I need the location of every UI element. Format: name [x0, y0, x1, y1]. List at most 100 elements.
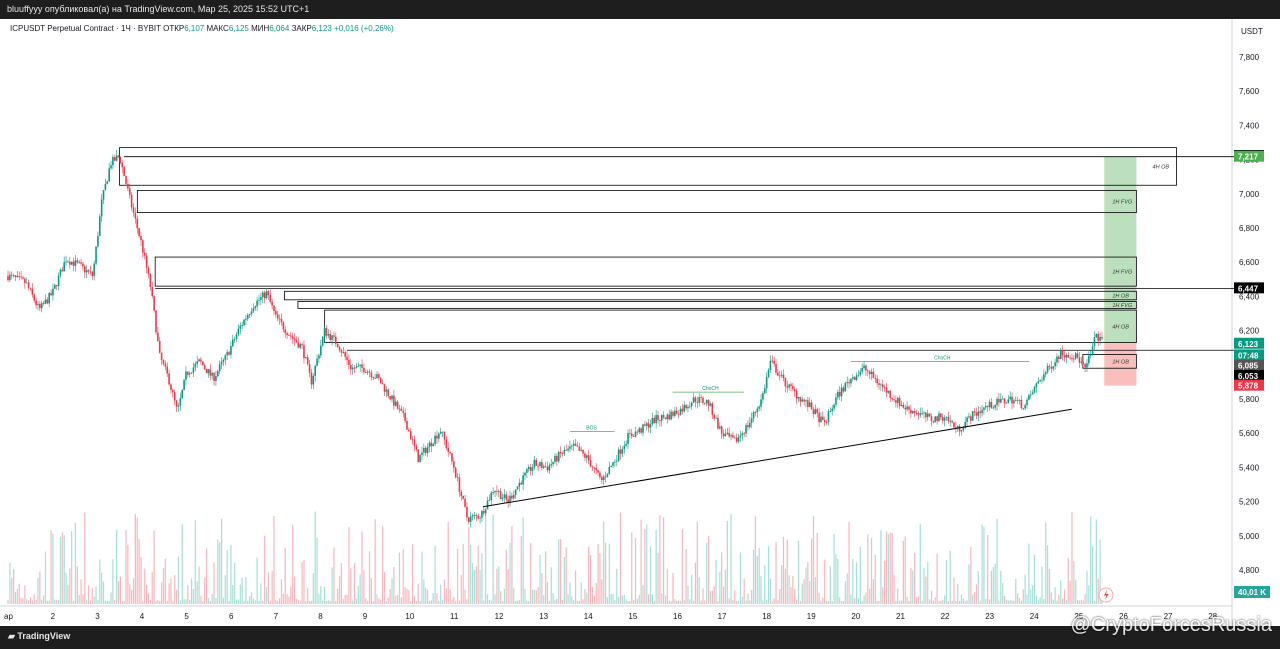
candle-body — [462, 495, 464, 499]
candle-body — [40, 303, 43, 309]
volume-bar — [1009, 600, 1011, 604]
candle-body — [235, 334, 238, 339]
candle-body — [516, 486, 519, 490]
volume-bar — [492, 514, 494, 604]
candle-body — [503, 494, 506, 498]
volume-bar — [402, 549, 404, 604]
volume-bar — [337, 588, 339, 604]
volume-bar — [951, 600, 953, 604]
candle-body — [870, 371, 873, 375]
volume-bar — [657, 552, 659, 604]
volume-bar — [305, 600, 307, 604]
volume-bar — [262, 600, 264, 604]
volume-bar — [580, 582, 582, 604]
volume-bar — [86, 600, 88, 604]
volume-bar — [507, 569, 509, 604]
volume-bar — [692, 600, 695, 604]
volume-bar — [634, 537, 637, 604]
candle-body — [188, 373, 191, 375]
candle-body — [527, 466, 530, 470]
candle-body — [335, 336, 337, 344]
candle-body — [769, 360, 772, 370]
candle-body — [552, 461, 554, 465]
candle-body — [248, 313, 251, 316]
volume-bar — [438, 600, 440, 604]
candle-body — [1031, 392, 1034, 395]
volume-bar — [546, 582, 549, 604]
tradingview-logo[interactable]: ▰ TradingView — [8, 631, 70, 642]
volume-bar — [1056, 600, 1058, 604]
volume-bar — [9, 562, 11, 604]
candle-body — [351, 367, 354, 370]
volume-bar — [456, 548, 459, 604]
candle-body — [505, 494, 508, 500]
candle-body — [63, 262, 65, 272]
volume-bar — [312, 573, 314, 604]
volume-bar — [408, 589, 410, 604]
volume-bar — [1095, 519, 1097, 604]
volume-bar — [13, 569, 15, 604]
volume-bar — [597, 544, 599, 604]
candle-body — [852, 377, 854, 379]
volume-bar — [987, 535, 989, 604]
volume-bar — [1050, 592, 1052, 604]
volume-bar — [588, 546, 590, 604]
chart-frame[interactable] — [0, 19, 1280, 626]
candle-body — [730, 435, 732, 437]
candle-body — [953, 422, 955, 428]
volume-bar — [462, 543, 464, 604]
price-tag-text: 5,878 — [1238, 382, 1259, 391]
candle-body — [61, 269, 64, 272]
candle-body — [850, 378, 852, 384]
candle-body — [14, 275, 17, 278]
volume-bar — [672, 572, 674, 604]
candle-body — [1056, 356, 1058, 363]
volume-bar — [323, 586, 326, 604]
volume-bar — [1069, 580, 1071, 604]
alert-button[interactable] — [1098, 587, 1114, 603]
candle-body — [872, 371, 875, 379]
volume-bar — [196, 581, 198, 604]
candle-body — [951, 420, 953, 423]
volume-bar — [290, 586, 292, 604]
candle-body — [269, 295, 272, 302]
volume-bar — [902, 540, 904, 604]
volume-bar — [936, 553, 938, 604]
candle-body — [1089, 354, 1092, 356]
volume-bar — [816, 533, 818, 604]
candle-body — [276, 314, 279, 319]
candle-body — [921, 413, 923, 414]
volume-bar — [1011, 600, 1013, 604]
price-tag-text: 6,085 — [1238, 362, 1259, 371]
volume-bar — [63, 535, 65, 604]
price-tick: 5,800 — [1239, 395, 1260, 404]
volume-bar — [908, 600, 910, 604]
candle-body — [636, 431, 639, 433]
volume-bar — [421, 551, 423, 604]
candle-body — [737, 436, 740, 442]
time-axis[interactable]: ap 2 3 4 5 6 7 8 9 10 11 12 13 14 15 16 17 18 19 20 21 22 23 24… — [4, 612, 1218, 621]
volume-bar — [509, 542, 511, 604]
volume-bar — [855, 562, 858, 604]
candle-body — [430, 442, 433, 447]
candle-body — [421, 452, 423, 456]
candle-body — [363, 367, 365, 373]
candle-body — [778, 375, 781, 377]
price-axis[interactable]: USDT 7,8007,6007,4007,2007,0006,8006,600… — [1239, 27, 1263, 575]
candle-body — [37, 304, 39, 306]
candle-body — [194, 363, 197, 368]
candle-body — [915, 413, 918, 414]
candle-body — [919, 413, 922, 415]
volume-bar — [477, 545, 479, 604]
volume-bar — [74, 522, 77, 604]
volume-bar — [370, 578, 373, 604]
candle-body — [666, 414, 669, 420]
volume-bar — [382, 526, 384, 604]
volume-bar — [234, 562, 236, 604]
volume-bar — [616, 569, 618, 604]
candle-body — [147, 267, 150, 274]
candle-body — [202, 361, 204, 366]
volume-bar — [612, 594, 614, 604]
volume-bar — [277, 600, 279, 604]
